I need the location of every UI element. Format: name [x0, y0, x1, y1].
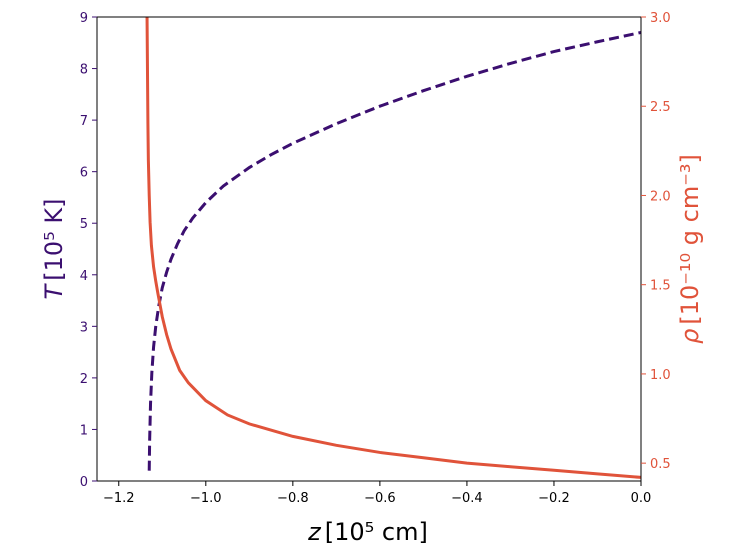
left-tick-label: 3 [80, 320, 88, 335]
left-tick-label: 8 [80, 63, 88, 78]
right-tick-label: 1.0 [650, 368, 671, 383]
left-tick-label: 9 [80, 11, 88, 26]
bottom-tick-label: 0.0 [631, 491, 652, 506]
bottom-tick-label: −0.8 [277, 491, 309, 506]
left-tick-label: 2 [80, 372, 88, 387]
bottom-tick-label: −0.4 [451, 491, 483, 506]
left-tick-label: 4 [80, 269, 88, 284]
left-axis-title: T[10⁵ K] [40, 199, 68, 300]
left-tick-label: 7 [80, 114, 88, 129]
density-line [145, 16, 642, 479]
curves-layer [145, 16, 642, 479]
bottom-tick-label: −0.6 [364, 491, 396, 506]
bottom-tick-label: −1.2 [103, 491, 135, 506]
right-tick-label: 0.5 [650, 457, 671, 472]
x-axis-title: z [10⁵ cm] [307, 518, 428, 546]
right-tick-label: 3.0 [650, 11, 671, 26]
left-tick-label: 0 [80, 475, 88, 490]
left-tick-label: 5 [80, 217, 88, 232]
right-tick-label: 2.0 [650, 189, 671, 204]
right-tick-label: 2.5 [650, 100, 671, 115]
left-tick-label: 6 [80, 166, 88, 181]
temperature-line [147, 31, 642, 471]
right-tick-label: 1.5 [650, 279, 671, 294]
left-tick-label: 1 [80, 423, 88, 438]
bottom-tick-label: −1.0 [190, 491, 222, 506]
plot-frame [96, 16, 642, 482]
bottom-tick-label: −0.2 [538, 491, 570, 506]
ticks-layer: 0 1 2 3 4 5 6 7 8 9 0.5 1.0 1.5 2.0 2.5 3.0 −1.2 −1.0 −0.8… [80, 11, 671, 506]
right-axis-title: ρ[10⁻¹⁰ g cm⁻³] [676, 154, 704, 344]
